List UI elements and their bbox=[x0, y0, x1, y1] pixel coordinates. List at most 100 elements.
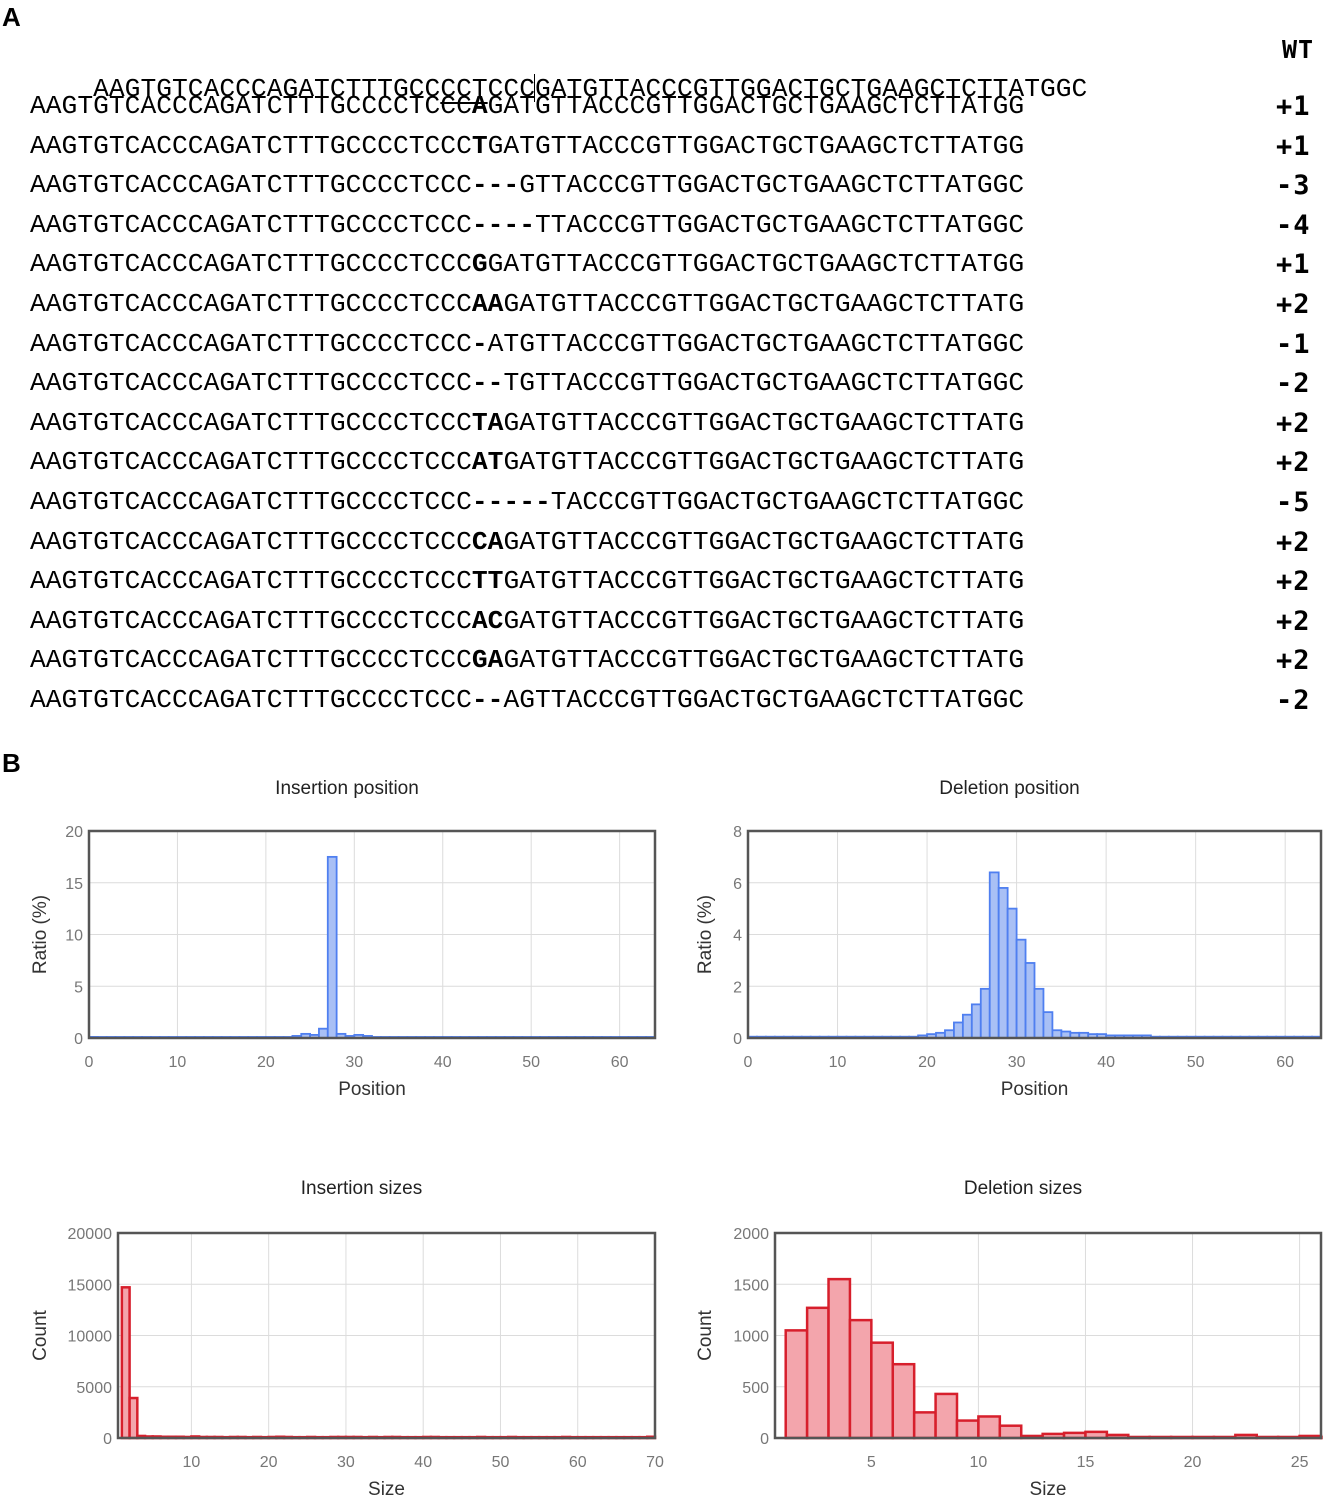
x-tick-label: 20 bbox=[918, 1054, 936, 1071]
wt-tag: WT bbox=[1282, 35, 1315, 64]
allele-suffix: GATGTTACCCGTTGGACTGCTGAAGCTCTTATG bbox=[503, 645, 1025, 676]
wt-prefix: AAGTGTCACCCAGATCTTTGCC bbox=[93, 73, 441, 104]
y-axis-label: Count bbox=[695, 1309, 716, 1360]
allele-row: AAGTGTCACCCAGATCTTTGCCCCTCCCGGATGTTACCCG… bbox=[30, 245, 1326, 285]
allele-indel-tag: -5 bbox=[1276, 486, 1311, 518]
chart-title: Insertion position bbox=[275, 778, 419, 799]
allele-prefix: AAGTGTCACCCAGATCTTTGCCCCTCCC bbox=[30, 209, 472, 240]
allele-suffix: GATGTTACCCGTTGGACTGCTGAAGCTCTTATGG bbox=[487, 130, 1025, 161]
allele-indel-tag: +1 bbox=[1276, 249, 1311, 281]
allele-mutation: --- bbox=[471, 170, 520, 201]
chart-title: Deletion sizes bbox=[964, 1178, 1082, 1199]
x-tick-label: 30 bbox=[345, 1054, 363, 1071]
allele-mutation: - bbox=[471, 328, 488, 359]
x-tick-label: 30 bbox=[1008, 1054, 1026, 1071]
allele-suffix: GATGTTACCCGTTGGACTGCTGAAGCTCTTATG bbox=[503, 566, 1025, 597]
y-tick-label: 5 bbox=[74, 979, 83, 996]
deletion-sizes-chart: Deletion sizes 5 10 15 20 25 0 500 1000 1500 2000 S… bbox=[695, 1178, 1323, 1499]
histogram-bar bbox=[998, 1424, 1023, 1440]
allele-prefix: AAGTGTCACCCAGATCTTTGCCCCTCCC bbox=[30, 605, 472, 636]
allele-indel-tag: -3 bbox=[1276, 170, 1311, 202]
allele-indel-tag: +1 bbox=[1276, 130, 1311, 162]
allele-row: AAGTGTCACCCAGATCTTTGCCCCTCCCATGATGTTACCC… bbox=[30, 443, 1326, 483]
histogram-bar bbox=[912, 1411, 937, 1440]
insertion-position-chart: Insertion position 0 10 20 30 40 50 60 0 5 10 15 20 P… bbox=[30, 778, 657, 1100]
histogram-bar bbox=[326, 855, 338, 1039]
histogram-bar bbox=[970, 1003, 982, 1039]
allele-sequence: AAGTGTCACCCAGATCTTTGCCCCTCCCTTGATGTTACCC… bbox=[30, 566, 1024, 596]
allele-sequence: AAGTGTCACCCAGATCTTTGCCCCTCCC--TGTTACCCGT… bbox=[30, 368, 1024, 398]
allele-mutation: T bbox=[471, 130, 488, 161]
histogram-bar bbox=[961, 1013, 973, 1039]
deletion-position-chart: Deletion position 0 10 20 30 40 50 60 0 2 4 6 8 Posit… bbox=[695, 778, 1323, 1100]
histogram-bar bbox=[891, 1362, 916, 1440]
allele-suffix: GATGTTACCCGTTGGACTGCTGAAGCTCTTATG bbox=[503, 407, 1025, 438]
allele-row: AAGTGTCACCCAGATCTTTGCCCCTCCC----TTACCCGT… bbox=[30, 206, 1326, 246]
allele-suffix: GTTACCCGTTGGACTGCTGAAGCTCTTATGGC bbox=[519, 170, 1025, 201]
allele-mutation: AA bbox=[471, 288, 504, 319]
allele-mutation: A bbox=[471, 91, 488, 121]
allele-row: AAGTGTCACCCAGATCTTTGCCCCTCCCACGATGTTACCC… bbox=[30, 602, 1326, 642]
allele-sequence: AAGTGTCACCCAGATCTTTGCCCCTCCC--AGTTACCCGT… bbox=[30, 685, 1024, 715]
x-tick-label: 40 bbox=[434, 1054, 452, 1071]
y-axis-label: Count bbox=[30, 1309, 51, 1360]
allele-prefix: AAGTGTCACCCAGATCTTTGCCCCTCCC bbox=[30, 249, 472, 280]
allele-prefix: AAGTGTCACCCAGATCTTTGCCCCTCCC bbox=[30, 684, 472, 715]
x-tick-label: 50 bbox=[1187, 1054, 1205, 1071]
histogram-bar bbox=[805, 1306, 830, 1440]
x-tick-label: 10 bbox=[169, 1054, 187, 1071]
pam-site: CCT bbox=[440, 73, 488, 104]
allele-mutation: -- bbox=[471, 368, 504, 399]
allele-sequence: AAGTGTCACCCAGATCTTTGCCCCTCCCAAGATGTTACCC… bbox=[30, 289, 1024, 319]
allele-indel-tag: +2 bbox=[1276, 605, 1311, 637]
histogram-bar bbox=[870, 1341, 895, 1440]
chart-title: Deletion position bbox=[939, 778, 1079, 799]
allele-row: AAGTGTCACCCAGATCTTTGCCCCTCCCTTGATGTTACCC… bbox=[30, 562, 1326, 602]
x-tick-label: 25 bbox=[1291, 1454, 1309, 1471]
allele-indel-tag: +2 bbox=[1276, 447, 1311, 479]
allele-sequence: AAGTGTCACCCAGATCTTTGCCCCTCCCTAGATGTTACCC… bbox=[30, 408, 1024, 438]
y-tick-label: 8 bbox=[733, 824, 742, 841]
x-tick-label: 50 bbox=[492, 1454, 510, 1471]
allele-prefix: AAGTGTCACCCAGATCTTTGCCCCTCCC bbox=[30, 645, 472, 676]
allele-sequence: AAGTGTCACCCAGATCTTTGCCCCTCCCTGATGTTACCCG… bbox=[30, 131, 1024, 161]
histogram-bar bbox=[1024, 962, 1036, 1039]
allele-prefix: AAGTGTCACCCAGATCTTTGCCCCTCCC bbox=[30, 170, 472, 201]
x-tick-label: 10 bbox=[829, 1054, 847, 1071]
x-tick-label: 60 bbox=[611, 1054, 629, 1071]
allele-suffix: AGTTACCCGTTGGACTGCTGAAGCTCTTATGGC bbox=[503, 684, 1025, 715]
histogram-bar bbox=[997, 887, 1009, 1039]
allele-list: AAGTGTCACCCAGATCTTTGCCCCTCCCAGATGTTACCCG… bbox=[30, 87, 1326, 721]
allele-mutation: TA bbox=[471, 407, 504, 438]
allele-suffix: GATGTTACCCGTTGGACTGCTGAAGCTCTTATGG bbox=[487, 249, 1025, 280]
y-tick-label: 15 bbox=[65, 876, 83, 893]
panel-a-label: A bbox=[2, 2, 21, 32]
allele-suffix: GATGTTACCCGTTGGACTGCTGAAGCTCTTATG bbox=[503, 288, 1025, 319]
y-tick-label: 20000 bbox=[68, 1226, 113, 1243]
allele-row: AAGTGTCACCCAGATCTTTGCCCCTCCC-----TACCCGT… bbox=[30, 483, 1326, 523]
x-axis-label: Position bbox=[338, 1079, 406, 1100]
x-tick-label: 20 bbox=[257, 1054, 275, 1071]
allele-row: AAGTGTCACCCAGATCTTTGCCCCTCCCTGATGTTACCCG… bbox=[30, 127, 1326, 167]
y-tick-label: 15000 bbox=[68, 1277, 113, 1294]
y-tick-label: 2 bbox=[733, 979, 742, 996]
histogram-bar bbox=[1015, 938, 1027, 1039]
y-tick-label: 0 bbox=[733, 1031, 742, 1048]
allele-prefix: AAGTGTCACCCAGATCTTTGCCCCTCCC bbox=[30, 368, 472, 399]
allele-mutation: -- bbox=[471, 684, 504, 715]
allele-suffix: GATGTTACCCGTTGGACTGCTGAAGCTCTTATGG bbox=[487, 91, 1025, 121]
allele-mutation: G bbox=[471, 249, 488, 280]
chart-title: Insertion sizes bbox=[301, 1178, 422, 1199]
y-tick-label: 2000 bbox=[733, 1226, 769, 1243]
y-tick-label: 1000 bbox=[733, 1329, 769, 1346]
wt-suffix: GATGTTACCCGTTGGACTGCTGAAGCTCTTATGGC bbox=[535, 73, 1088, 104]
allele-prefix: AAGTGTCACCCAGATCTTTGCCCCTCCC bbox=[30, 130, 472, 161]
allele-sequence: AAGTGTCACCCAGATCTTTGCCCCTCCC---GTTACCCGT… bbox=[30, 170, 1024, 200]
x-tick-label: 70 bbox=[646, 1454, 664, 1471]
allele-prefix: AAGTGTCACCCAGATCTTTGCCCCTCCC bbox=[30, 288, 472, 319]
y-tick-label: 5000 bbox=[76, 1380, 112, 1397]
allele-mutation: ----- bbox=[471, 486, 551, 517]
allele-sequence: AAGTGTCACCCAGATCTTTGCCCCTCCCGGATGTTACCCG… bbox=[30, 249, 1024, 279]
allele-sequence: AAGTGTCACCCAGATCTTTGCCCCTCCCATGATGTTACCC… bbox=[30, 447, 1024, 477]
allele-indel-tag: +2 bbox=[1276, 288, 1311, 320]
